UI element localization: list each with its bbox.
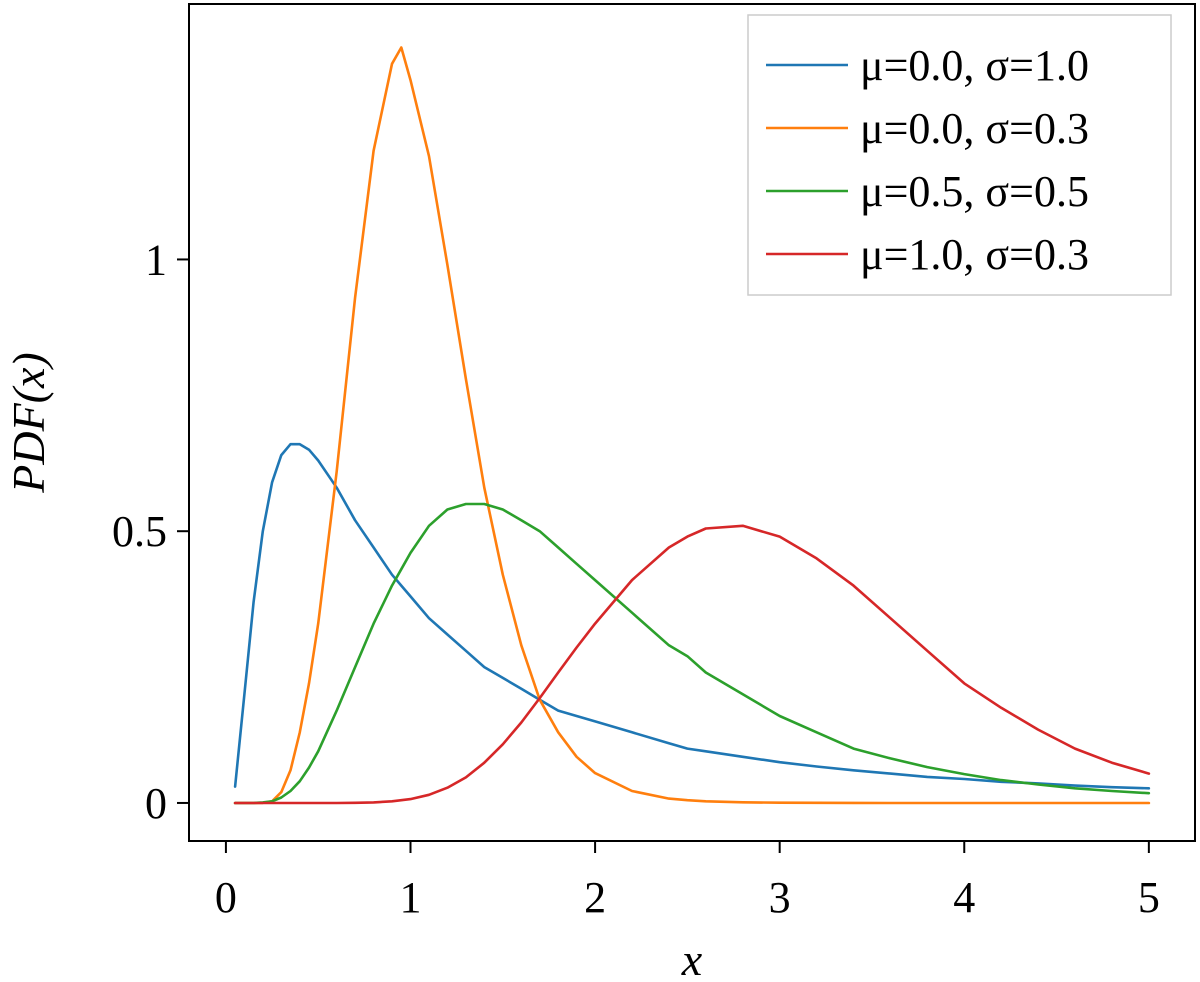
plot-area — [233, 46, 1151, 805]
legend-label: μ=1.0, σ=0.3 — [860, 230, 1089, 279]
x-tick-label: 4 — [953, 873, 975, 922]
legend-label: μ=0.0, σ=1.0 — [860, 41, 1089, 90]
legend-label: μ=0.0, σ=0.3 — [860, 104, 1089, 153]
plot-frame — [188, 3, 1196, 842]
x-axis-label: x — [681, 934, 703, 982]
x-tick-label: 2 — [584, 873, 606, 922]
y-axis: 00.51 — [112, 235, 189, 828]
y-tick-label: 0.5 — [112, 507, 167, 556]
x-tick-label: 0 — [215, 873, 237, 922]
x-tick-label: 1 — [400, 873, 422, 922]
series-line-3 — [233, 502, 1151, 805]
x-tick-label: 3 — [769, 873, 791, 922]
x-tick-label: 5 — [1138, 873, 1160, 922]
x-axis: 0 1 2 3 4 5 — [215, 841, 1160, 922]
series-line-1 — [233, 442, 1151, 790]
y-tick-label: 1 — [145, 235, 167, 284]
series-line-2 — [233, 46, 1151, 805]
y-tick-label: 0 — [145, 779, 167, 828]
legend-box — [747, 14, 1172, 296]
legend-label: μ=0.5, σ=0.5 — [860, 167, 1089, 216]
legend: μ=0.0, σ=1.0 μ=0.0, σ=0.3 μ=0.5, σ=0.5 μ=1.… — [747, 14, 1172, 296]
y-axis-label: PDF(x) — [3, 352, 54, 493]
series-line-4 — [233, 524, 1151, 805]
